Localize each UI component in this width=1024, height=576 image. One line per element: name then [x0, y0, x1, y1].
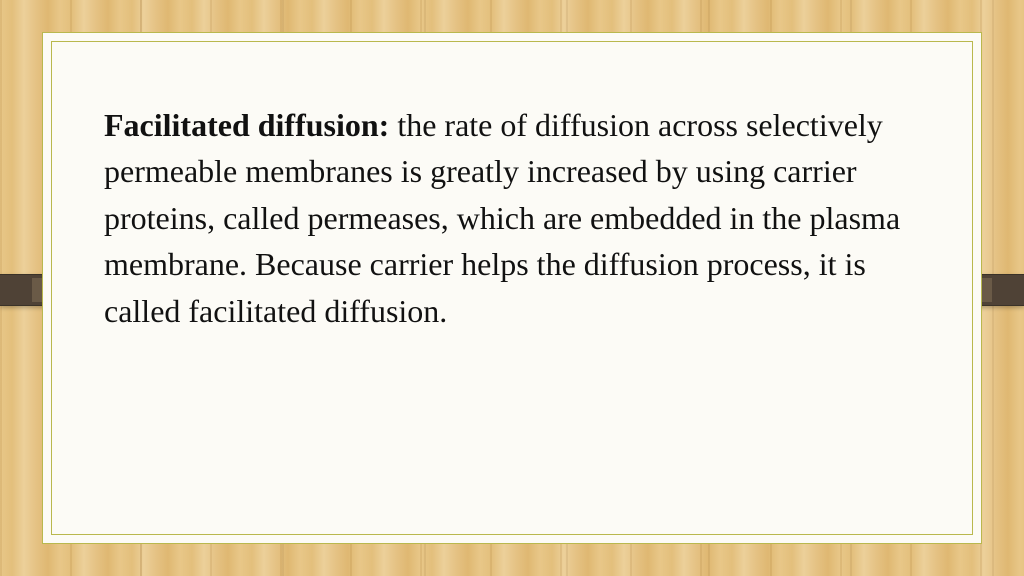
definition-paragraph: Facilitated diffusion: the rate of diffu… — [104, 102, 932, 334]
ribbon-tab-left — [0, 274, 46, 306]
slide-card: Facilitated diffusion: the rate of diffu… — [42, 32, 982, 544]
ribbon-tab-right — [978, 274, 1024, 306]
term-label: Facilitated diffusion: — [104, 107, 389, 143]
slide-card-inner: Facilitated diffusion: the rate of diffu… — [51, 41, 973, 535]
